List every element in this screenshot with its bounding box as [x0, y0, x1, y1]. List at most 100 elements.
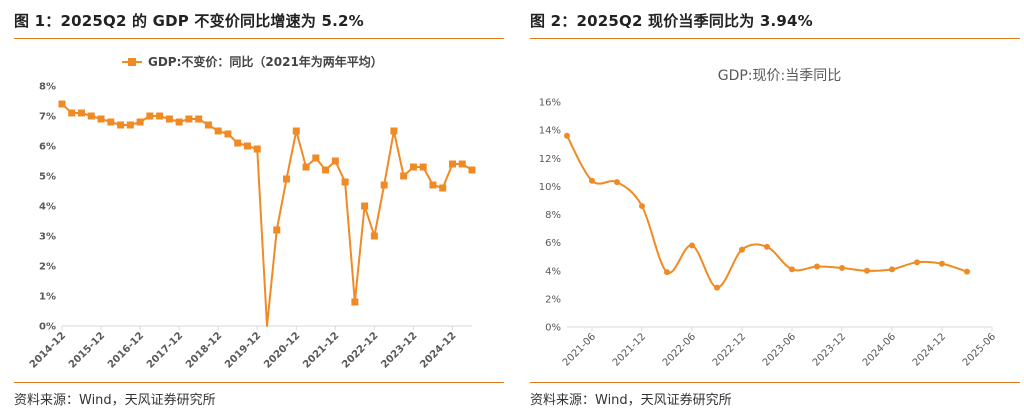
y-tick-label: 6% — [545, 238, 561, 249]
data-point — [639, 203, 645, 210]
data-point — [614, 179, 620, 186]
x-tick-label: 2022-12 — [340, 330, 380, 370]
figure-2: 图 2：2025Q2 现价当季同比为 3.94% GDP:现价:当季同比 0% 2%… — [516, 0, 1024, 415]
x-tick-label: 2023-12 — [379, 330, 419, 370]
x-tick-label: 2022-06 — [661, 331, 698, 368]
y-tick-label: 1% — [39, 292, 56, 303]
x-tick-label: 2024-12 — [911, 331, 948, 368]
data-point — [243, 142, 251, 150]
data-point — [789, 266, 795, 273]
data-point — [390, 127, 398, 135]
y-tick-label: 0% — [545, 323, 561, 334]
data-point — [889, 266, 895, 273]
data-point — [175, 118, 183, 126]
figure-2-title: 图 2：2025Q2 现价当季同比为 3.94% — [530, 12, 813, 30]
figure-1: 图 1：2025Q2 的 GDP 不变价同比增速为 5.2% GDP:不变价：同… — [0, 0, 508, 415]
chart-1: GDP:不变价：同比（2021年为两年平均） 0% 1% 2% 3% 4% 5% 6% 7% 8%… — [28, 54, 476, 371]
data-point — [126, 121, 134, 129]
data-point — [78, 109, 86, 117]
y-tick-label: 4% — [39, 202, 56, 213]
x-tick-label: 2018-12 — [184, 330, 224, 370]
data-point — [302, 163, 310, 171]
data-point — [361, 202, 369, 210]
data-point — [68, 109, 76, 117]
x-tick-label: 2014-12 — [28, 330, 68, 370]
data-point — [224, 130, 232, 138]
y-tick-label: 8% — [39, 82, 56, 93]
y-tick-label: 4% — [545, 266, 561, 277]
data-point — [964, 268, 970, 275]
data-point — [253, 145, 261, 153]
figure-1-bottom-rule — [14, 382, 504, 383]
data-point — [273, 226, 281, 234]
x-tick-label: 2017-12 — [145, 330, 185, 370]
data-point — [97, 115, 105, 123]
series-line — [61, 103, 473, 327]
data-point — [195, 115, 203, 123]
x-tick-label: 2025-06 — [961, 331, 998, 368]
data-point — [468, 166, 476, 174]
data-point — [283, 175, 291, 183]
y-tick-label: 3% — [39, 232, 56, 243]
data-point — [331, 157, 339, 165]
x-tick-label: 2021-12 — [301, 330, 341, 370]
data-point — [87, 112, 95, 120]
y-tick-label: 12% — [539, 154, 561, 165]
x-tick-label: 2020-12 — [262, 330, 302, 370]
data-point — [165, 115, 173, 123]
data-point — [117, 121, 125, 129]
data-point — [664, 269, 670, 276]
y-tick-label: 14% — [539, 126, 561, 137]
data-point — [939, 260, 945, 267]
data-point — [107, 118, 115, 126]
data-point — [448, 160, 456, 168]
data-point — [400, 172, 408, 180]
figure-1-source: 资料来源：Wind，天风证券研究所 — [14, 393, 216, 408]
chart-2-title: GDP:现价:当季同比 — [718, 68, 842, 84]
data-point — [689, 242, 695, 249]
figure-1-title: 图 1：2025Q2 的 GDP 不变价同比增速为 5.2% — [14, 12, 364, 30]
y-tick-label: 7% — [39, 112, 56, 123]
data-point — [146, 112, 154, 120]
y-tick-label: 0% — [39, 322, 56, 333]
data-point — [136, 118, 144, 126]
data-point — [564, 132, 570, 139]
x-tick-label: 2015-12 — [67, 330, 107, 370]
x-tick-label: 2021-06 — [561, 331, 598, 368]
y-tick-label: 10% — [539, 182, 561, 193]
x-tick-label: 2023-12 — [811, 331, 848, 368]
data-point — [156, 112, 164, 120]
y-tick-label: 2% — [545, 294, 561, 305]
data-point — [814, 263, 820, 270]
legend-marker-swatch — [128, 58, 136, 66]
y-tick-label: 5% — [39, 172, 56, 183]
x-tick-label: 2024-12 — [418, 330, 458, 370]
y-tick-label: 6% — [39, 142, 56, 153]
data-point — [839, 264, 845, 271]
chart-2: GDP:现价:当季同比 0% 2% 4% 6% 8% 10% 12% 14% 16% 2021-06… — [539, 68, 998, 369]
x-tick-label: 2023-06 — [761, 331, 798, 368]
data-point — [419, 163, 427, 171]
data-point — [204, 121, 212, 129]
figure-2-bottom-rule — [530, 382, 1020, 383]
legend-label: GDP:不变价：同比（2021年为两年平均） — [148, 54, 383, 69]
figure-2-top-rule — [530, 38, 1020, 39]
x-tick-label: 2019-12 — [223, 330, 263, 370]
x-tick-label: 2021-12 — [611, 331, 648, 368]
data-point — [914, 259, 920, 266]
data-point — [370, 232, 378, 240]
figure-1-top-rule — [14, 38, 504, 39]
data-point — [764, 243, 770, 250]
data-point — [214, 127, 222, 135]
data-point — [409, 163, 417, 171]
x-tick-label: 2016-12 — [106, 330, 146, 370]
y-tick-label: 16% — [539, 98, 561, 109]
data-point — [322, 166, 330, 174]
data-point — [589, 177, 595, 184]
data-point — [429, 181, 437, 189]
data-point — [458, 160, 466, 168]
data-point — [312, 154, 320, 162]
x-tick-label: 2022-12 — [711, 331, 748, 368]
data-point — [439, 184, 447, 192]
y-tick-label: 8% — [545, 210, 561, 221]
